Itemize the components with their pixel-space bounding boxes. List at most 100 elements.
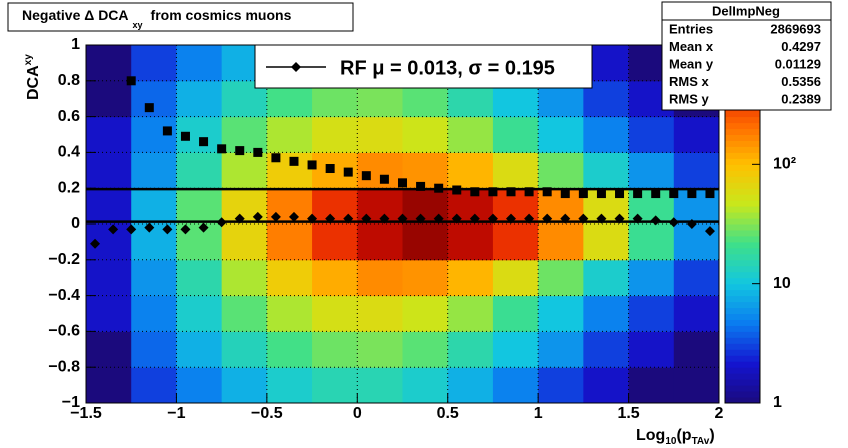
heatmap-cell (628, 116, 675, 153)
y-label-part: DCA (25, 65, 42, 100)
rms-marker (271, 153, 281, 163)
colorbar-step (725, 176, 760, 183)
heatmap-cell (266, 116, 313, 153)
rms-marker (379, 174, 389, 184)
rms-marker (398, 178, 407, 188)
heatmap-cell (402, 152, 449, 189)
heatmap-cell (402, 224, 449, 261)
heatmap-cell (312, 367, 358, 404)
heatmap-cell (176, 152, 223, 189)
colorbar-step (725, 206, 760, 213)
heatmap-cell (357, 367, 403, 404)
x-axis-label: Log10(pTAv) (636, 427, 715, 446)
colorbar-step (725, 116, 760, 124)
heatmap-cell (86, 188, 132, 225)
heatmap-cell (86, 259, 132, 297)
heatmap-cell (357, 331, 403, 368)
z-tick-label: 1 (773, 394, 782, 411)
rms-marker (615, 189, 625, 199)
colorbar-step (725, 271, 760, 279)
rms-marker (578, 189, 588, 199)
mean-marker (451, 213, 462, 224)
x-label-part: (p (676, 427, 691, 444)
heatmap-cell (583, 259, 630, 297)
title-part: Negative Δ DCA (22, 7, 129, 23)
stats-label: Mean x (669, 39, 714, 54)
colorbar-step (725, 110, 760, 118)
mean-marker (379, 213, 390, 224)
colorbar-step (725, 229, 760, 237)
rms-marker (596, 189, 606, 199)
heatmap-cell (673, 259, 720, 297)
heatmap-cell (492, 224, 539, 261)
colorbar-step (725, 379, 760, 386)
rms-marker (162, 126, 172, 136)
heatmap-cell (538, 259, 584, 297)
mean-marker (506, 213, 517, 224)
colorbar-step (725, 224, 760, 231)
title-part: from cosmics muons (151, 7, 292, 23)
heatmap-cell (357, 295, 403, 332)
colorbar-step (725, 182, 760, 189)
rms-marker (434, 183, 444, 193)
rms-marker (199, 137, 209, 147)
heatmap-cell (266, 295, 313, 332)
heatmap-cell (266, 331, 313, 368)
rms-marker (705, 189, 715, 199)
chart-title: Negative Δ DCA xy from cosmics muons (22, 7, 292, 31)
colorbar-step (725, 128, 760, 135)
mean-marker (596, 213, 607, 224)
heatmap-cell (673, 152, 720, 189)
mean-marker (325, 213, 336, 224)
mean-marker (216, 217, 227, 228)
heatmap-cell (266, 367, 313, 404)
mean-marker (180, 224, 191, 235)
colorbar-step (725, 200, 760, 207)
y-tick-label: 0.6 (58, 108, 80, 125)
mean-marker (108, 224, 119, 235)
rms-marker (144, 103, 154, 113)
stats-value: 0.5356 (781, 74, 821, 89)
mean-marker (560, 213, 571, 224)
rms-marker (669, 189, 679, 199)
heatmap-cell (176, 80, 223, 118)
colorbar: 1 10 10² (724, 44, 796, 411)
colorbar-step (725, 289, 760, 297)
mean-marker (198, 222, 209, 233)
mean-marker (704, 226, 715, 237)
heatmap-cell (221, 116, 268, 153)
colorbar-step (725, 301, 760, 309)
colorbar-step (725, 134, 760, 141)
colorbar-step (725, 385, 760, 392)
colorbar-step (725, 235, 760, 243)
heatmap-cell (583, 116, 630, 153)
stats-title: DelImpNeg (712, 3, 780, 18)
rms-marker (325, 164, 335, 174)
heatmap-cell (447, 295, 494, 332)
heatmap-cell (538, 116, 584, 153)
heatmap-cell (492, 152, 539, 189)
heatmap-cell (492, 116, 539, 153)
x-tick-label: 0.5 (437, 405, 459, 422)
rms-marker (126, 76, 136, 86)
x-label-sub: TAv (692, 436, 710, 447)
z-tick-label: 10² (773, 156, 796, 173)
heatmap-cell (538, 224, 584, 261)
colorbar-step (725, 146, 760, 153)
heatmap-cell (266, 224, 313, 261)
heatmap-cell (312, 224, 358, 261)
mean-marker (288, 211, 299, 222)
mean-marker (397, 213, 408, 224)
colorbar-step (725, 373, 760, 380)
rms-marker (651, 189, 661, 199)
heatmap-cell (447, 367, 494, 404)
mean-marker (542, 213, 553, 224)
stats-label: Mean y (669, 56, 714, 71)
heatmap-cell (492, 367, 539, 404)
heatmap-cell (357, 116, 403, 153)
heatmap-cell (86, 152, 132, 189)
heatmap-cell (628, 152, 675, 189)
stats-value: 0.01129 (775, 56, 821, 71)
heatmap-cell (447, 259, 494, 297)
rms-marker (560, 189, 570, 199)
